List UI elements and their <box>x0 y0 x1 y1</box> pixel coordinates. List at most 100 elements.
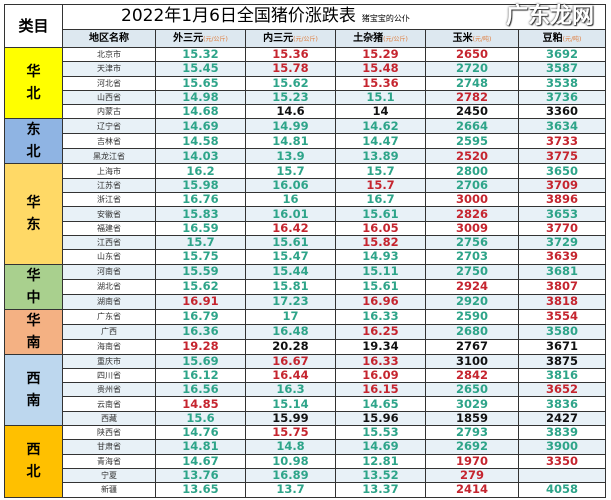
price-cell: 2692 <box>425 439 519 455</box>
column-unit: (元/公斤) <box>293 35 318 43</box>
column-name: 豆粕 <box>542 32 563 44</box>
price-cell: 2756 <box>425 234 519 251</box>
price-cell: 3775 <box>518 148 606 165</box>
table-row: 云南省 14.85 15.14 14.65 3029 3836 <box>5 396 606 412</box>
price-cell: 279 <box>425 467 519 484</box>
price-cell: 14.99 <box>245 118 336 135</box>
price-cell: 14.68 <box>155 104 246 120</box>
column-header: 豆粕(元/吨) <box>518 29 606 48</box>
price-cell: 3733 <box>518 133 606 150</box>
price-cell: 16.15 <box>335 382 426 398</box>
price-cell: 14.69 <box>155 118 246 135</box>
price-cell: 15.36 <box>335 75 426 91</box>
price-cell: 15.75 <box>245 425 336 441</box>
price-cell: 16.25 <box>335 323 426 340</box>
price-cell: 16.56 <box>155 382 246 398</box>
price-cell: 14.98 <box>155 89 246 106</box>
region-name: 河南省 <box>62 263 156 280</box>
region-name: 山西省 <box>62 89 156 106</box>
price-cell: 16.48 <box>245 323 336 340</box>
price-cell: 15.48 <box>335 61 426 77</box>
price-cell: 13.52 <box>335 467 426 484</box>
category-header: 类目 <box>4 4 63 48</box>
region-name: 黑龙江省 <box>62 148 156 165</box>
region-name: 山东省 <box>62 249 156 265</box>
price-cell: 3875 <box>518 353 606 369</box>
price-cell: 3692 <box>518 46 606 63</box>
region-category: 西南 <box>4 353 63 427</box>
region-name: 江西省 <box>62 234 156 251</box>
region-name: 海南省 <box>62 338 156 355</box>
table-row: 江苏省 15.98 16.06 15.7 2706 3709 <box>5 177 606 194</box>
region-name: 青海省 <box>62 453 156 469</box>
price-cell: 3653 <box>518 206 606 222</box>
price-cell: 15.59 <box>155 263 246 280</box>
price-cell: 3360 <box>518 104 606 120</box>
price-cell: 20.28 <box>245 338 336 355</box>
table-row: 青海省 14.67 10.98 12.81 1970 3350 <box>5 453 606 469</box>
price-cell: 14.62 <box>335 118 426 135</box>
price-cell: 2650 <box>425 382 519 398</box>
table-row: 华南广东省 16.79 17 16.33 2590 3554 <box>4 308 606 355</box>
region-name: 甘肃省 <box>62 439 156 455</box>
price-cell: 16.42 <box>245 220 336 236</box>
price-cell: 2450 <box>425 104 519 120</box>
price-cell: 2650 <box>425 46 519 63</box>
price-cell: 2793 <box>425 425 519 441</box>
table-row: 华北北京市 15.32 15.36 15.29 2650 3692 <box>4 46 606 120</box>
price-cell: 16.2 <box>155 163 246 179</box>
table-row: 新疆 13.65 13.7 13.37 2414 4058 <box>5 482 606 498</box>
price-cell: 13.37 <box>335 482 426 498</box>
table-row: 贵州省 16.56 16.3 16.15 2650 3652 <box>5 382 606 398</box>
price-cell: 2800 <box>425 163 519 179</box>
price-cell: 15.7 <box>155 234 246 251</box>
price-cell: 3709 <box>518 177 606 194</box>
table-row: 河北省 15.65 15.62 15.36 2748 3538 <box>5 75 606 91</box>
price-cell: 3009 <box>425 220 519 236</box>
price-cell: 14 <box>335 104 426 120</box>
table-row: 广西 16.36 16.48 16.25 2680 3580 <box>5 323 606 340</box>
price-cell: 14.6 <box>245 104 336 120</box>
price-cell: 1859 <box>425 410 519 427</box>
table-row: 湖南省 16.91 17.23 16.96 2920 3818 <box>5 293 606 310</box>
price-cell: 16.01 <box>245 206 336 222</box>
price-cell: 16.09 <box>335 367 426 384</box>
column-unit: (元/吨) <box>562 35 582 43</box>
region-name: 北京市 <box>62 46 156 63</box>
column-name: 外三元 <box>173 32 204 44</box>
table-row: 甘肃省 14.81 14.8 14.69 2692 3900 <box>5 439 606 455</box>
price-table: 类目 2022年1月6日全国猪价涨跌表 猪宝宝的公仆 地区名称 外三元(元/公斤) 内… <box>4 4 606 498</box>
price-cell: 16.33 <box>335 353 426 369</box>
table-row: 黑龙江省 14.03 13.9 13.89 2520 3775 <box>5 148 606 165</box>
price-cell: 3807 <box>518 278 606 295</box>
price-cell: 15.45 <box>155 61 246 77</box>
price-cell: 2680 <box>425 323 519 340</box>
table-title: 2022年1月6日全国猪价涨跌表 猪宝宝的公仆 <box>62 4 606 30</box>
table-row: 吉林省 14.58 14.81 14.47 2595 3733 <box>5 133 606 150</box>
price-cell: 3836 <box>518 396 606 412</box>
price-cell: 16.91 <box>155 293 246 310</box>
price-cell: 10.98 <box>245 453 336 469</box>
price-cell: 3729 <box>518 234 606 251</box>
table-row: 安徽省 15.83 16.01 15.61 2826 3653 <box>5 206 606 222</box>
table-row: 海南省 19.28 20.28 19.34 2767 3671 <box>5 338 606 355</box>
price-cell: 15.62 <box>245 75 336 91</box>
table-row: 江西省 15.7 15.61 15.82 2756 3729 <box>5 234 606 251</box>
price-cell: 14.81 <box>155 439 246 455</box>
column-header-row: 地区名称 外三元(元/公斤) 内三元(元/公斤) 土杂猪(元/公斤) 玉米(元/吨) 豆粕… <box>5 29 606 48</box>
price-cell: 2703 <box>425 249 519 265</box>
price-cell: 3681 <box>518 263 606 280</box>
column-unit: (元/公斤) <box>383 35 408 43</box>
column-unit: (元/公斤) <box>203 35 228 43</box>
table-row: 华中河南省 15.59 15.44 15.11 2750 3681 <box>4 263 606 310</box>
price-cell: 2782 <box>425 89 519 106</box>
price-cell: 16.05 <box>335 220 426 236</box>
price-cell: 15.83 <box>155 206 246 222</box>
price-cell: 15.11 <box>335 263 426 280</box>
price-cell: 15.98 <box>155 177 246 194</box>
region-name: 云南省 <box>62 396 156 412</box>
region-name: 吉林省 <box>62 133 156 150</box>
region-name: 辽宁省 <box>62 118 156 135</box>
region-name: 上海市 <box>62 163 156 179</box>
price-cell: 15.32 <box>155 46 246 63</box>
